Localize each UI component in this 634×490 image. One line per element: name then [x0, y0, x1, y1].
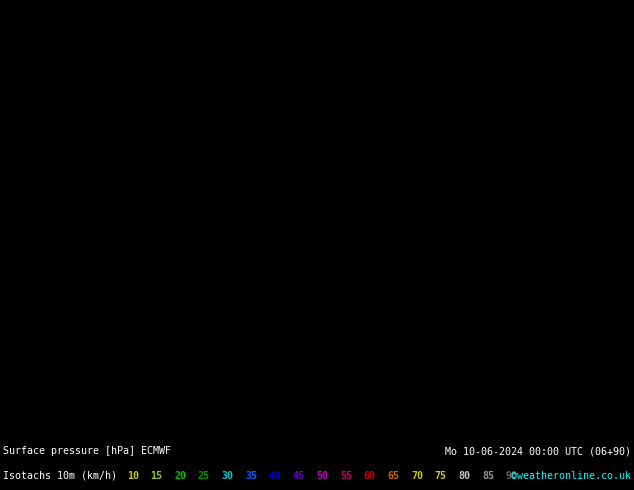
- Text: 40: 40: [269, 471, 281, 481]
- Text: 10: 10: [127, 471, 139, 481]
- Text: Isotachs 10m (km/h): Isotachs 10m (km/h): [3, 471, 117, 481]
- Text: 85: 85: [482, 471, 494, 481]
- Text: 35: 35: [245, 471, 257, 481]
- Text: 25: 25: [198, 471, 210, 481]
- Text: Mo 10-06-2024 00:00 UTC (06+90): Mo 10-06-2024 00:00 UTC (06+90): [445, 446, 631, 456]
- Text: 30: 30: [221, 471, 233, 481]
- Text: 65: 65: [387, 471, 399, 481]
- Text: 90: 90: [506, 471, 518, 481]
- Text: 50: 50: [316, 471, 328, 481]
- Text: 60: 60: [364, 471, 375, 481]
- Text: ©weatheronline.co.uk: ©weatheronline.co.uk: [512, 471, 631, 481]
- Text: 80: 80: [458, 471, 470, 481]
- Text: 70: 70: [411, 471, 423, 481]
- Text: 55: 55: [340, 471, 352, 481]
- Text: Surface pressure [hPa] ECMWF: Surface pressure [hPa] ECMWF: [3, 446, 171, 456]
- Text: 15: 15: [150, 471, 162, 481]
- Text: 45: 45: [292, 471, 304, 481]
- Text: 75: 75: [435, 471, 447, 481]
- Text: 20: 20: [174, 471, 186, 481]
